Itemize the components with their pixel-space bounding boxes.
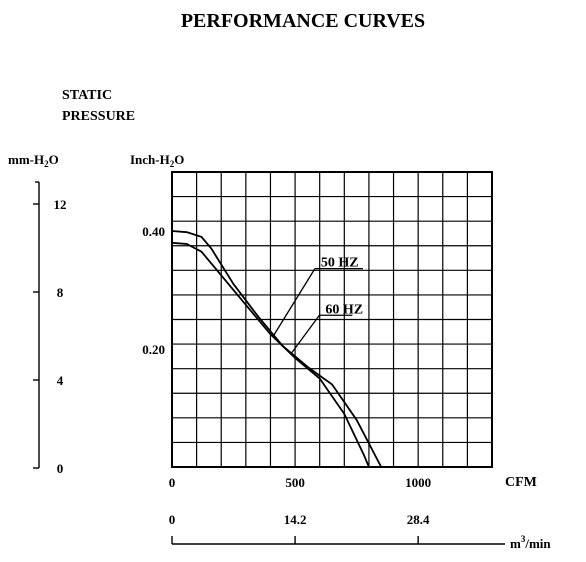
series-line-60-hz (171, 230, 382, 468)
x-tick-label: 1000 (405, 475, 431, 490)
m3-tick-label: 14.2 (284, 512, 307, 527)
annotation-leader (272, 268, 316, 337)
mm-axis: 12 8 4 0 (33, 181, 67, 476)
chart-title: PERFORMANCE CURVES (181, 10, 425, 32)
curves-group (171, 230, 382, 468)
annotation-label: 60 HZ (325, 302, 363, 317)
y-tick-label: 0.40 (142, 224, 165, 239)
mm-tick-label: 0 (57, 461, 64, 476)
marks-group: 0 500 1000 0.40 0.20 50 HZ 60 HZ (142, 224, 431, 490)
plot-grid (171, 171, 493, 468)
ylabel-line1: STATIC (62, 88, 112, 103)
annotation-label: 50 HZ (321, 256, 359, 271)
ylabel-line2: PRESSURE (62, 109, 135, 124)
x-tick-label: 500 (285, 475, 305, 490)
plot-frame (171, 171, 493, 468)
y-unit-mm: mm-H2O (8, 152, 59, 169)
x-tick-label: 0 (169, 475, 176, 490)
series-line-50-hz (171, 241, 370, 468)
y-unit-inch: Inch-H2O (130, 152, 184, 169)
m3-tick-label: 28.4 (407, 512, 430, 527)
m3-axis: 0 14.2 28.4 (169, 512, 505, 545)
annotation-leader (290, 314, 320, 354)
mm-tick-label: 8 (57, 285, 64, 300)
mm-tick-label: 4 (57, 373, 64, 388)
mm-tick-label: 12 (54, 197, 67, 212)
x2-unit: m3/min (510, 534, 551, 551)
x-unit-cfm: CFM (505, 475, 537, 490)
m3-tick-label: 0 (169, 512, 176, 527)
y-tick-label: 0.20 (142, 342, 165, 357)
